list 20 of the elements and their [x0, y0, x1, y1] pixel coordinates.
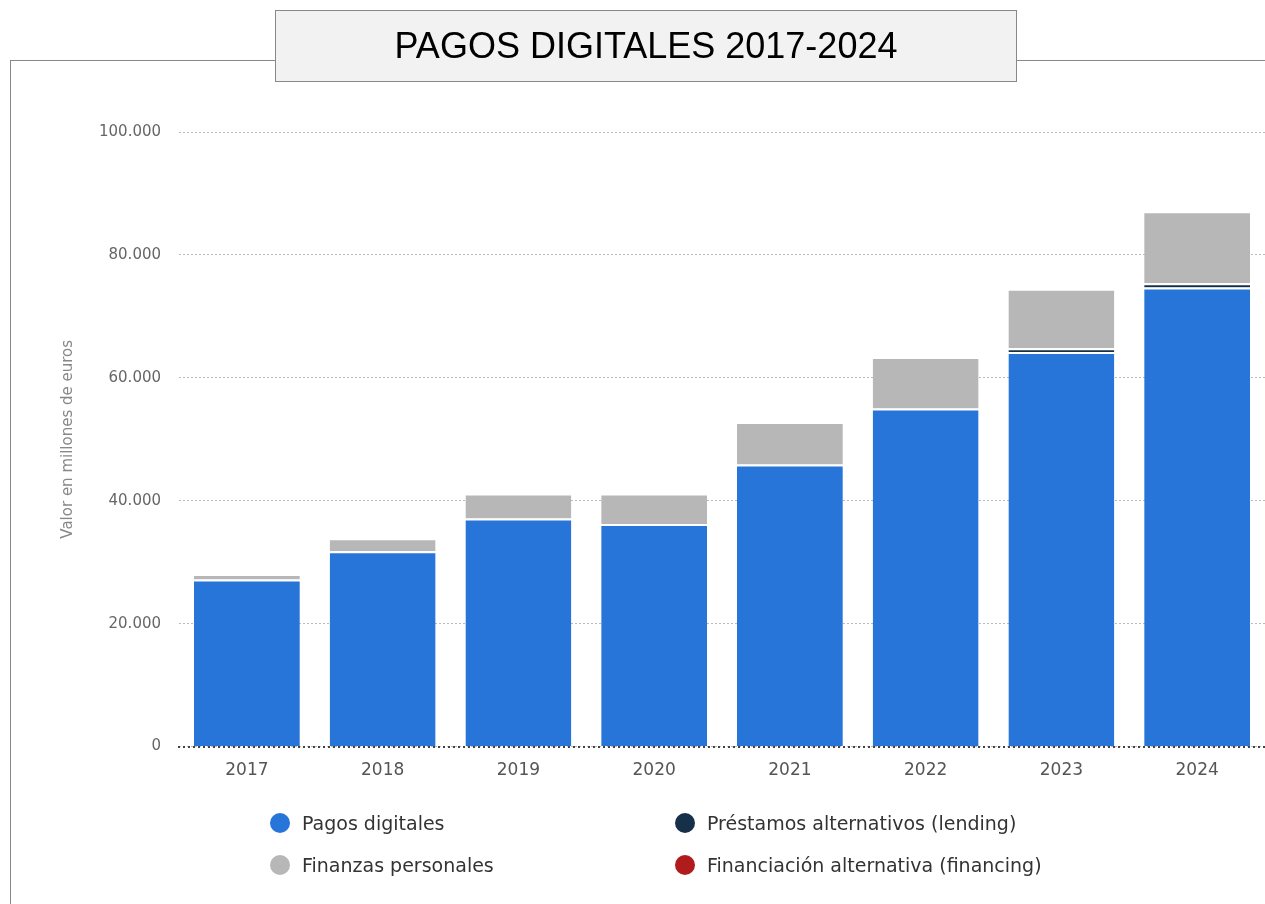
y-tick-label: 40.000	[108, 490, 162, 509]
x-tick-label: 2019	[496, 759, 541, 780]
x-tick-label: 2020	[632, 759, 676, 780]
x-tick-label: 2017	[225, 759, 269, 780]
x-tick-label: 2024	[1175, 759, 1219, 780]
legend-label: Financiación alternativa (financing)	[707, 854, 1042, 876]
legend-label: Finanzas personales	[302, 854, 494, 876]
y-axis-title: Valor en millones de euros	[57, 339, 76, 539]
y-tick-label: 20.000	[108, 613, 162, 632]
x-tick-label: 2022	[904, 759, 948, 780]
x-tick-label: 2018	[361, 759, 405, 780]
y-tick-label: 60.000	[108, 367, 162, 386]
legend-label: Pagos digitales	[302, 812, 445, 834]
y-tick-label: 80.000	[108, 244, 162, 263]
legend-label: Préstamos alternativos (lending)	[707, 812, 1017, 834]
y-tick-label: 0	[151, 736, 162, 755]
y-tick-label: 100.000	[99, 121, 162, 140]
x-tick-label: 2023	[1039, 759, 1084, 780]
x-tick-label: 2021	[768, 759, 812, 780]
chart-title: PAGOS DIGITALES 2017-2024	[275, 10, 1017, 82]
